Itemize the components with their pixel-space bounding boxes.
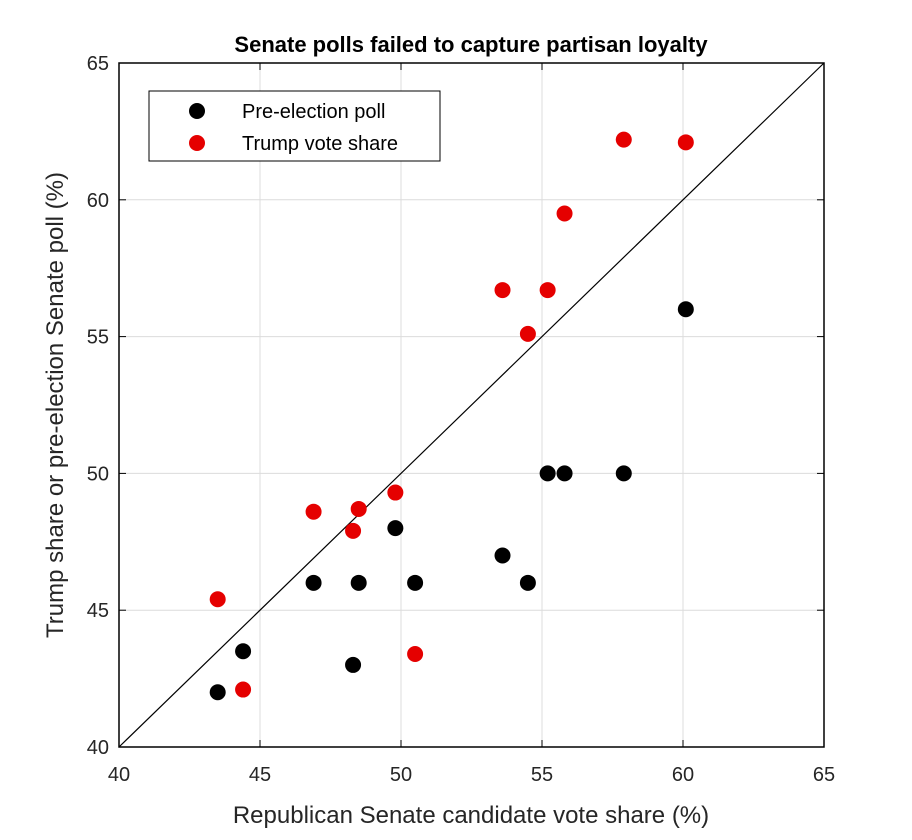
point-trump-vote-share-11 [615,131,632,148]
point-trump-vote-share-8 [519,325,536,342]
point-pre-election-poll-3 [345,656,362,673]
point-trump-vote-share-3 [345,522,362,539]
x-tick-label-45: 45 [249,764,271,786]
legend-marker-pre-election-poll [189,103,205,119]
point-trump-vote-share-2 [305,503,322,520]
point-trump-vote-share-0 [209,591,226,608]
point-pre-election-poll-12 [677,301,694,318]
point-pre-election-poll-2 [305,574,322,591]
y-axis-ticks: 40 45 50 55 60 65 [87,53,824,759]
legend-marker-trump-vote-share [189,135,205,151]
plot-area-frame [118,62,825,748]
x-tick-label-50: 50 [390,764,412,786]
chart-title: Senate polls failed to capture partisan … [234,32,708,57]
x-tick-label-60: 60 [672,764,694,786]
legend: Pre-election poll Trump vote share [148,90,441,162]
point-trump-vote-share-7 [494,282,511,299]
point-pre-election-poll-0 [209,684,226,701]
x-tick-label-65: 65 [813,764,835,786]
y-axis-label: Trump share or pre-election Senate poll … [42,172,69,638]
reference-diagonal-line [118,62,825,748]
point-trump-vote-share-10 [556,205,573,222]
legend-label-pre-election-poll: Pre-election poll [242,101,385,123]
y-tick-label-55: 55 [87,327,109,349]
point-pre-election-poll-4 [350,574,367,591]
point-pre-election-poll-9 [539,465,556,482]
y-tick-label-65: 65 [87,53,109,75]
point-pre-election-poll-10 [556,465,573,482]
y-tick-label-45: 45 [87,600,109,622]
point-trump-vote-share-6 [407,645,424,662]
x-axis-ticks: 40 45 50 55 60 65 [108,63,835,786]
point-trump-vote-share-9 [539,282,556,299]
point-pre-election-poll-5 [387,520,404,537]
point-pre-election-poll-6 [407,574,424,591]
y-tick-label-50: 50 [87,463,109,485]
point-trump-vote-share-12 [677,134,694,151]
point-pre-election-poll-1 [235,643,252,660]
point-trump-vote-share-5 [387,484,404,501]
x-tick-label-40: 40 [108,764,130,786]
x-tick-label-55: 55 [531,764,553,786]
x-axis-label: Republican Senate candidate vote share (… [233,802,709,829]
legend-label-trump-vote-share: Trump vote share [242,133,398,155]
point-pre-election-poll-8 [519,574,536,591]
point-pre-election-poll-7 [494,547,511,564]
data-points [209,131,694,701]
y-tick-label-40: 40 [87,737,109,759]
point-trump-vote-share-4 [350,500,367,517]
point-trump-vote-share-1 [235,681,252,698]
point-pre-election-poll-11 [615,465,632,482]
y-tick-label-60: 60 [87,190,109,212]
